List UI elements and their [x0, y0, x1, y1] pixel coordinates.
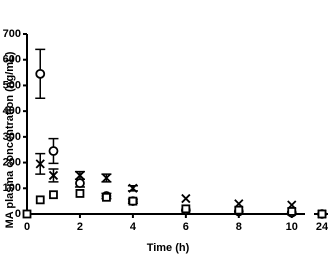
point	[35, 159, 45, 169]
point	[234, 205, 244, 215]
x-tick-label: 10	[286, 221, 298, 233]
x-tick-label: 8	[236, 221, 242, 233]
y-tick-label: 700	[3, 28, 21, 40]
point	[181, 204, 191, 214]
point	[128, 183, 138, 193]
x-tick-label: 24	[316, 221, 328, 233]
point	[128, 196, 138, 206]
x-tick-label: 6	[183, 221, 189, 233]
x-tick-label: 0	[24, 221, 30, 233]
point	[75, 178, 85, 189]
point	[102, 192, 111, 202]
y-tick-label: 400	[3, 105, 21, 117]
y-tick-label: 500	[3, 79, 21, 91]
point	[75, 189, 85, 198]
y-tick-label: 300	[3, 131, 21, 143]
x-tick-label: 2	[77, 221, 83, 233]
y-axis-label: MA plasma concentration (ng/mL)	[4, 51, 16, 228]
point	[48, 170, 59, 181]
y-tick-label: 600	[3, 54, 21, 66]
y-tick-label: 100	[3, 182, 21, 194]
point	[75, 170, 85, 181]
y-tick-label: 0	[15, 208, 21, 220]
point	[35, 195, 45, 205]
point	[101, 173, 112, 183]
point	[48, 146, 59, 156]
x-tick-label: 4	[130, 221, 137, 233]
point	[287, 207, 297, 216]
point	[317, 209, 327, 219]
point	[49, 190, 58, 200]
point	[181, 193, 191, 204]
x-axis-label: Time (h)	[147, 242, 190, 254]
point	[35, 68, 46, 79]
y-tick-label: 200	[3, 156, 21, 168]
point	[22, 209, 32, 219]
